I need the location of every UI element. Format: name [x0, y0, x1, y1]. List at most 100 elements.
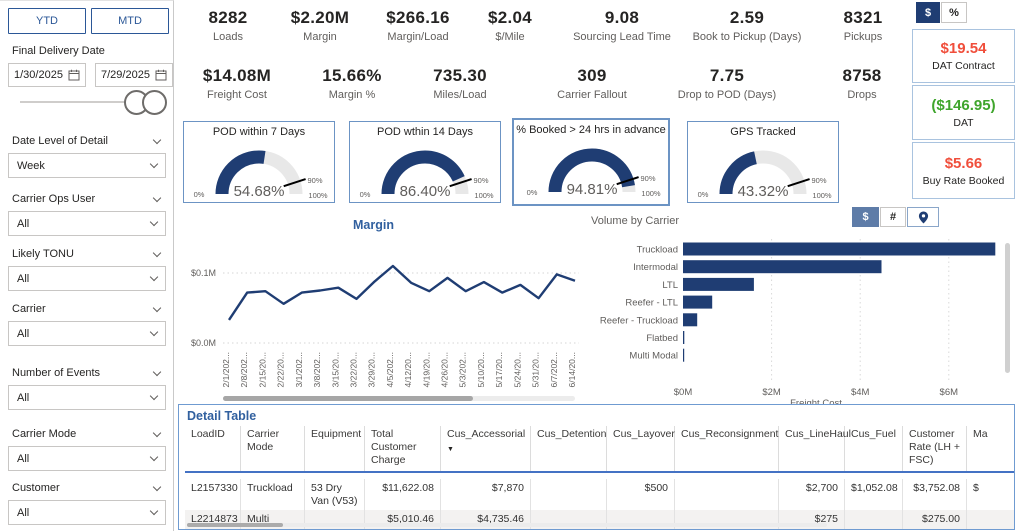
volume-dollar-toggle[interactable]: $: [852, 207, 879, 227]
x-axis-tick-label: 3/1/202...: [294, 352, 304, 387]
cell-cus-fuel: $1,052.08: [845, 479, 903, 511]
start-date-value: 1/30/2025: [14, 69, 63, 81]
volume-chart-title: Volume by Carrier: [591, 215, 680, 227]
column-header-ma[interactable]: Ma: [967, 426, 1014, 471]
column-header-cus-accessorial[interactable]: Cus_Accessorial ▼: [441, 426, 531, 472]
gauge-pod-wthin-14-days[interactable]: POD wthin 14 Days 0% 90% 100% 86.40%: [349, 121, 501, 203]
rate-card-value: ($146.95): [931, 96, 996, 114]
gauge--booked-24-hrs-in-advance[interactable]: % Booked > 24 hrs in advance 0% 90% 100%…: [512, 118, 670, 206]
bar-intermodal[interactable]: [683, 260, 882, 274]
bar-reefer-truckload[interactable]: [683, 313, 698, 327]
filter-dropdown[interactable]: Week: [8, 153, 166, 178]
kpi-card: 8758 Drops: [842, 66, 881, 101]
table-row[interactable]: L2157330 Truckload 53 Dry Van (V53) $11,622…: [185, 479, 1014, 511]
bar-flatbed[interactable]: [683, 331, 685, 344]
chart-hscroll-thumb[interactable]: [223, 396, 473, 401]
gauge-value: 54.68%: [234, 183, 285, 200]
kpi-value: $14.08M: [202, 66, 272, 85]
rate-percent-toggle[interactable]: %: [941, 2, 967, 23]
filter-dropdown[interactable]: All: [8, 321, 166, 346]
start-date-field[interactable]: 1/30/2025: [8, 63, 86, 87]
chevron-down-icon[interactable]: [152, 193, 162, 202]
column-header-loadid[interactable]: LoadID: [185, 426, 241, 472]
bar-category-label: Multi Modal: [629, 351, 678, 362]
filter-label: Number of Events: [12, 367, 101, 379]
bar-truckload[interactable]: [683, 242, 996, 256]
chevron-down-icon[interactable]: [152, 367, 162, 376]
gauge-pod-within-7-days[interactable]: POD within 7 Days 0% 90% 100% 54.68%: [183, 121, 335, 203]
filter-label-row: Customer: [8, 481, 166, 495]
column-header-total-customer-charge[interactable]: Total Customer Charge: [365, 426, 441, 472]
chevron-down-icon[interactable]: [152, 135, 162, 144]
gauge-title: POD wthin 14 Days: [377, 126, 473, 138]
gauge-value: 43.32%: [738, 183, 789, 200]
chevron-down-icon: [149, 391, 159, 401]
cell-cus-detention: [531, 479, 607, 511]
filter-dropdown[interactable]: All: [8, 211, 166, 236]
kpi-card: 8282 Loads: [208, 8, 247, 43]
cell-cus-linehaul: $275: [779, 510, 845, 529]
chevron-down-icon[interactable]: [152, 303, 162, 312]
ytd-button[interactable]: YTD: [8, 8, 86, 34]
filter-dropdown[interactable]: All: [8, 446, 166, 471]
table-hscroll-thumb[interactable]: [187, 523, 283, 527]
volume-map-toggle[interactable]: [907, 207, 939, 227]
column-header-equipment[interactable]: Equipment: [305, 426, 365, 472]
filter-dropdown[interactable]: All: [8, 266, 166, 291]
filter-dropdown[interactable]: All: [8, 385, 166, 410]
rate-card-label: Buy Rate Booked: [922, 174, 1005, 187]
bar-multi-modal[interactable]: [683, 348, 685, 362]
column-header-cus-layover[interactable]: Cus_Layover: [607, 426, 675, 472]
mtd-button[interactable]: MTD: [91, 8, 169, 34]
margin-line-svg: $0.1M $0.0M 2/1/202... 2/8/202... 2/15/20.…: [191, 264, 579, 401]
kpi-label: Loads: [213, 31, 243, 43]
column-header-cus-detention[interactable]: Cus_Detention: [531, 426, 607, 472]
filter-label-row: Carrier Mode: [8, 427, 166, 441]
date-slider-handle-end[interactable]: [142, 90, 167, 115]
x-axis-title: Freight Cost: [790, 398, 842, 407]
margin-line-series[interactable]: [228, 264, 576, 321]
column-header-cus-linehaul[interactable]: Cus_LineHaul: [779, 426, 851, 472]
volume-count-toggle[interactable]: #: [880, 207, 906, 227]
kpi-label: Sourcing Lead Time: [573, 31, 671, 43]
column-header-cus-fuel[interactable]: Cus_Fuel: [845, 426, 903, 472]
column-header-carrier-mode[interactable]: Carrier Mode: [241, 426, 305, 472]
table-hscroll-track[interactable]: [187, 523, 827, 527]
bar-reefer-ltl[interactable]: [683, 295, 713, 309]
kpi-card: 7.75 Drop to POD (Days): [678, 66, 776, 101]
filter-selected-value: All: [17, 391, 30, 404]
filter-selected-value: All: [17, 452, 30, 465]
filter-group-likely-tonu: Likely TONU All: [8, 247, 166, 291]
x-axis-tick-label: 4/19/20...: [421, 352, 431, 387]
detail-table-title: Detail Table: [187, 409, 257, 423]
kpi-value: $2.04: [487, 8, 533, 27]
table-row[interactable]: L2214873 Multi $5,010.46 $4,735.46 $275 $275.…: [185, 510, 1014, 529]
gauge-target-label: 90%: [811, 176, 826, 185]
cell-cus-reconsignment: [675, 479, 779, 511]
gauge-target-label: 90%: [640, 174, 655, 183]
filter-group-carrier-mode: Carrier Mode All: [8, 427, 166, 471]
end-date-field[interactable]: 7/29/2025: [95, 63, 173, 87]
kpi-label: Pickups: [843, 31, 883, 43]
kpi-card: 2.59 Book to Pickup (Days): [693, 8, 802, 43]
kpi-card: $14.08M Freight Cost: [203, 66, 271, 101]
gauge-gps-tracked[interactable]: GPS Tracked 0% 90% 100% 43.32%: [687, 121, 839, 203]
chevron-down-icon[interactable]: [152, 482, 162, 491]
chart-vscroll-thumb[interactable]: [1005, 243, 1010, 373]
x-axis-tick-label: 2/22/20...: [276, 352, 286, 387]
kpi-card: 15.66% Margin %: [322, 66, 381, 101]
filter-label: Customer: [12, 482, 60, 494]
filter-group-carrier: Carrier All: [8, 302, 166, 346]
chevron-down-icon[interactable]: [152, 248, 162, 257]
filter-dropdown[interactable]: All: [8, 500, 166, 525]
column-header-customer-rate-lh-fsc-[interactable]: Customer Rate (LH + FSC): [903, 426, 967, 472]
bar-ltl[interactable]: [683, 277, 754, 291]
chevron-down-icon[interactable]: [152, 428, 162, 437]
rate-dollar-toggle[interactable]: $: [916, 2, 940, 23]
kpi-label: Margin: [303, 31, 337, 43]
chevron-down-icon: [149, 506, 159, 516]
kpi-value: 9.08: [604, 8, 640, 27]
column-header-cus-reconsignment[interactable]: Cus_Reconsignment: [675, 426, 779, 472]
table-header-row: LoadID Carrier Mode Equipment Total Custome…: [185, 426, 1014, 474]
